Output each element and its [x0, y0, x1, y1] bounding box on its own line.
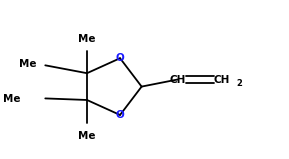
Text: CH: CH [169, 75, 186, 84]
Text: O: O [116, 110, 125, 120]
Text: Me: Me [19, 59, 37, 69]
Text: Me: Me [78, 131, 96, 141]
Text: CH: CH [214, 75, 230, 84]
Text: 2: 2 [236, 79, 242, 88]
Text: Me: Me [78, 34, 96, 44]
Text: Me: Me [3, 94, 21, 104]
Text: O: O [116, 53, 125, 63]
